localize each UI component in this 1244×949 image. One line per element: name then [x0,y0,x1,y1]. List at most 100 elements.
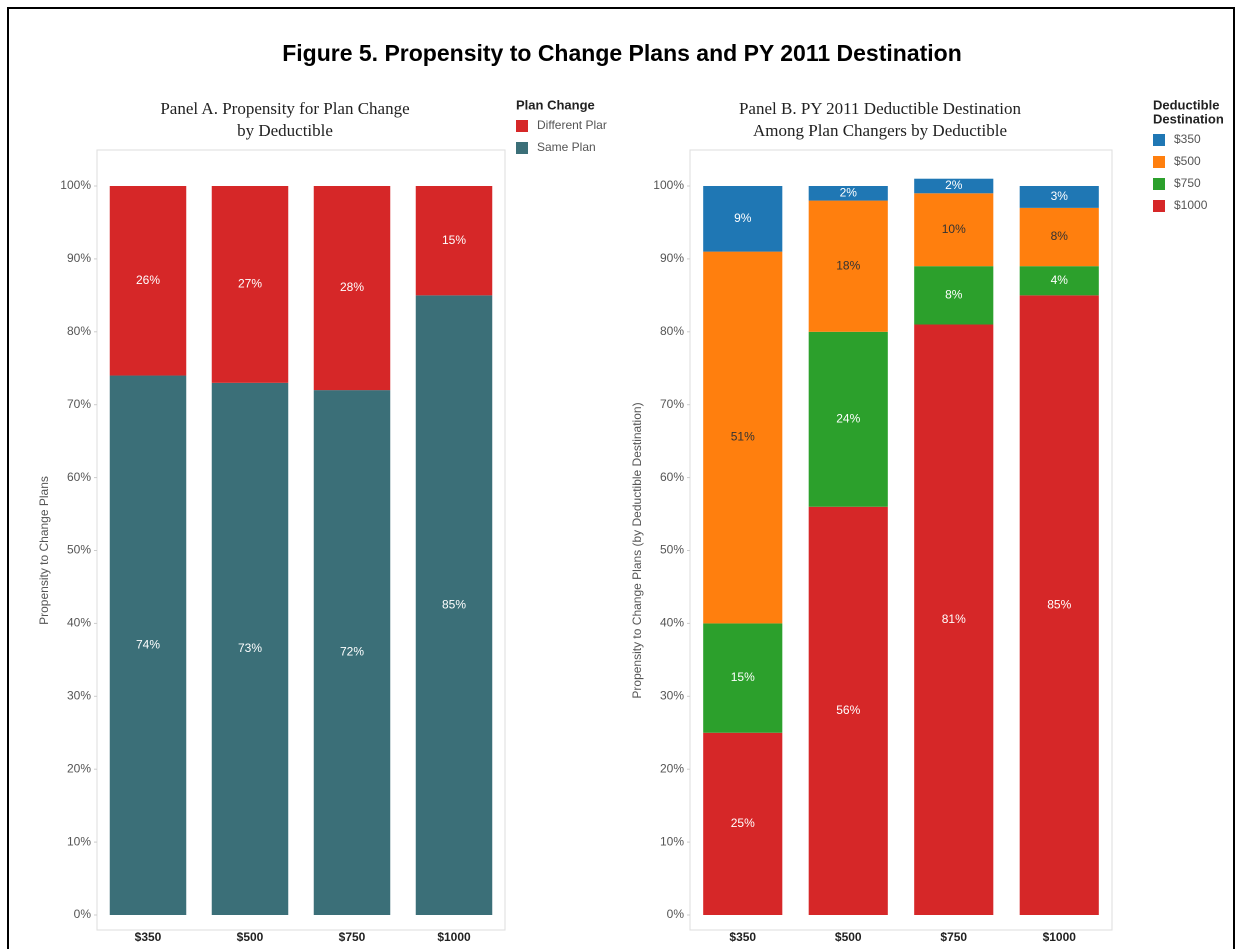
y-tick-label: 90% [660,251,684,265]
panel-title: Panel B. PY 2011 Deductible Destination [739,99,1022,118]
bar-segment [914,324,994,915]
plot-frame [689,149,1113,931]
legend-swatch [1153,134,1165,146]
y-axis-label: Propensity to Change Plans [37,476,51,625]
y-tick-label: 100% [653,178,684,192]
bar-segment [1019,266,1099,296]
y-tick-label: 0% [74,907,92,921]
bar-segment [211,186,289,383]
x-tick-label: $350 [729,930,756,944]
x-tick-label: $750 [339,930,366,944]
y-tick-label: 40% [67,616,91,630]
y-tick-label: 60% [67,470,91,484]
bar-segment [1019,207,1099,267]
x-tick-label: $500 [237,930,264,944]
data-label: 27% [238,277,262,291]
plot-frame [96,149,506,931]
legend-title: Plan Change [516,97,595,112]
data-label: 72% [340,645,364,659]
y-tick-label: 30% [67,688,91,702]
data-label: 2% [945,178,963,192]
y-tick-label: 20% [67,761,91,775]
bar-segment [109,186,187,376]
bar-segment [914,193,994,267]
legend-swatch [516,142,528,154]
bar-segment [109,375,187,915]
legend-title: Deductible [1153,97,1219,112]
bar-segment [703,623,783,733]
panel-title: Among Plan Changers by Deductible [753,121,1007,140]
y-tick-label: 0% [667,907,685,921]
legend-swatch [1153,178,1165,190]
x-tick-label: $350 [135,930,162,944]
data-label: 28% [340,280,364,294]
figure-title: Figure 5. Propensity to Change Plans and… [282,40,962,66]
bar-segment [914,266,994,325]
data-label: 81% [942,612,966,626]
bar-segment [211,382,289,916]
legend-swatch [1153,156,1165,168]
data-label: 85% [1047,597,1071,611]
data-label: 25% [731,816,755,830]
legend-label: $500 [1174,154,1201,168]
data-label: 8% [945,288,963,302]
x-tick-label: $750 [940,930,967,944]
bar-segment [313,390,391,915]
bar-segment [1019,295,1099,916]
legend-swatch [1153,200,1165,212]
frame [7,7,1235,949]
data-label: 74% [136,637,160,651]
data-label: 24% [836,411,860,425]
x-tick-label: $1000 [437,930,471,944]
legend-label: Same Plan [537,140,596,154]
data-label: 51% [731,430,755,444]
data-label: 10% [942,222,966,236]
bar-segment [1019,186,1099,208]
bar-segment [703,186,783,252]
legend-label: $1000 [1174,198,1208,212]
bar-segment [415,295,493,916]
data-label: 26% [136,273,160,287]
bar-segment [703,732,783,915]
y-tick-label: 50% [67,543,91,557]
legend-label: Different Plar [537,118,607,132]
data-label: 4% [1051,273,1069,287]
bar-segment [808,200,888,332]
panel-title: by Deductible [237,121,333,140]
legend-swatch [516,120,528,132]
data-label: 8% [1051,229,1069,243]
data-label: 56% [836,703,860,717]
bar-segment [313,186,391,391]
data-label: 85% [442,597,466,611]
data-label: 15% [731,670,755,684]
data-label: 3% [1051,189,1069,203]
data-label: 18% [836,258,860,272]
y-tick-label: 70% [660,397,684,411]
bar-segment [703,251,783,624]
y-tick-label: 60% [660,470,684,484]
y-tick-label: 100% [60,178,91,192]
bar-segment [914,178,994,194]
legend-label: $350 [1174,132,1201,146]
bar-segment [808,506,888,915]
y-tick-label: 90% [67,251,91,265]
data-label: 2% [840,185,858,199]
y-tick-label: 80% [660,324,684,338]
y-tick-label: 10% [67,834,91,848]
y-tick-label: 30% [660,688,684,702]
legend-title: Destination [1153,111,1224,126]
x-tick-label: $500 [835,930,862,944]
y-tick-label: 20% [660,761,684,775]
data-label: 73% [238,641,262,655]
bar-segment [415,186,493,296]
y-tick-label: 50% [660,543,684,557]
y-tick-label: 10% [660,834,684,848]
y-tick-label: 70% [67,397,91,411]
panel-title: Panel A. Propensity for Plan Change [160,99,409,118]
legend-label: $750 [1174,176,1201,190]
bar-segment [808,331,888,507]
data-label: 9% [734,211,752,225]
y-tick-label: 40% [660,616,684,630]
x-tick-label: $1000 [1043,930,1077,944]
